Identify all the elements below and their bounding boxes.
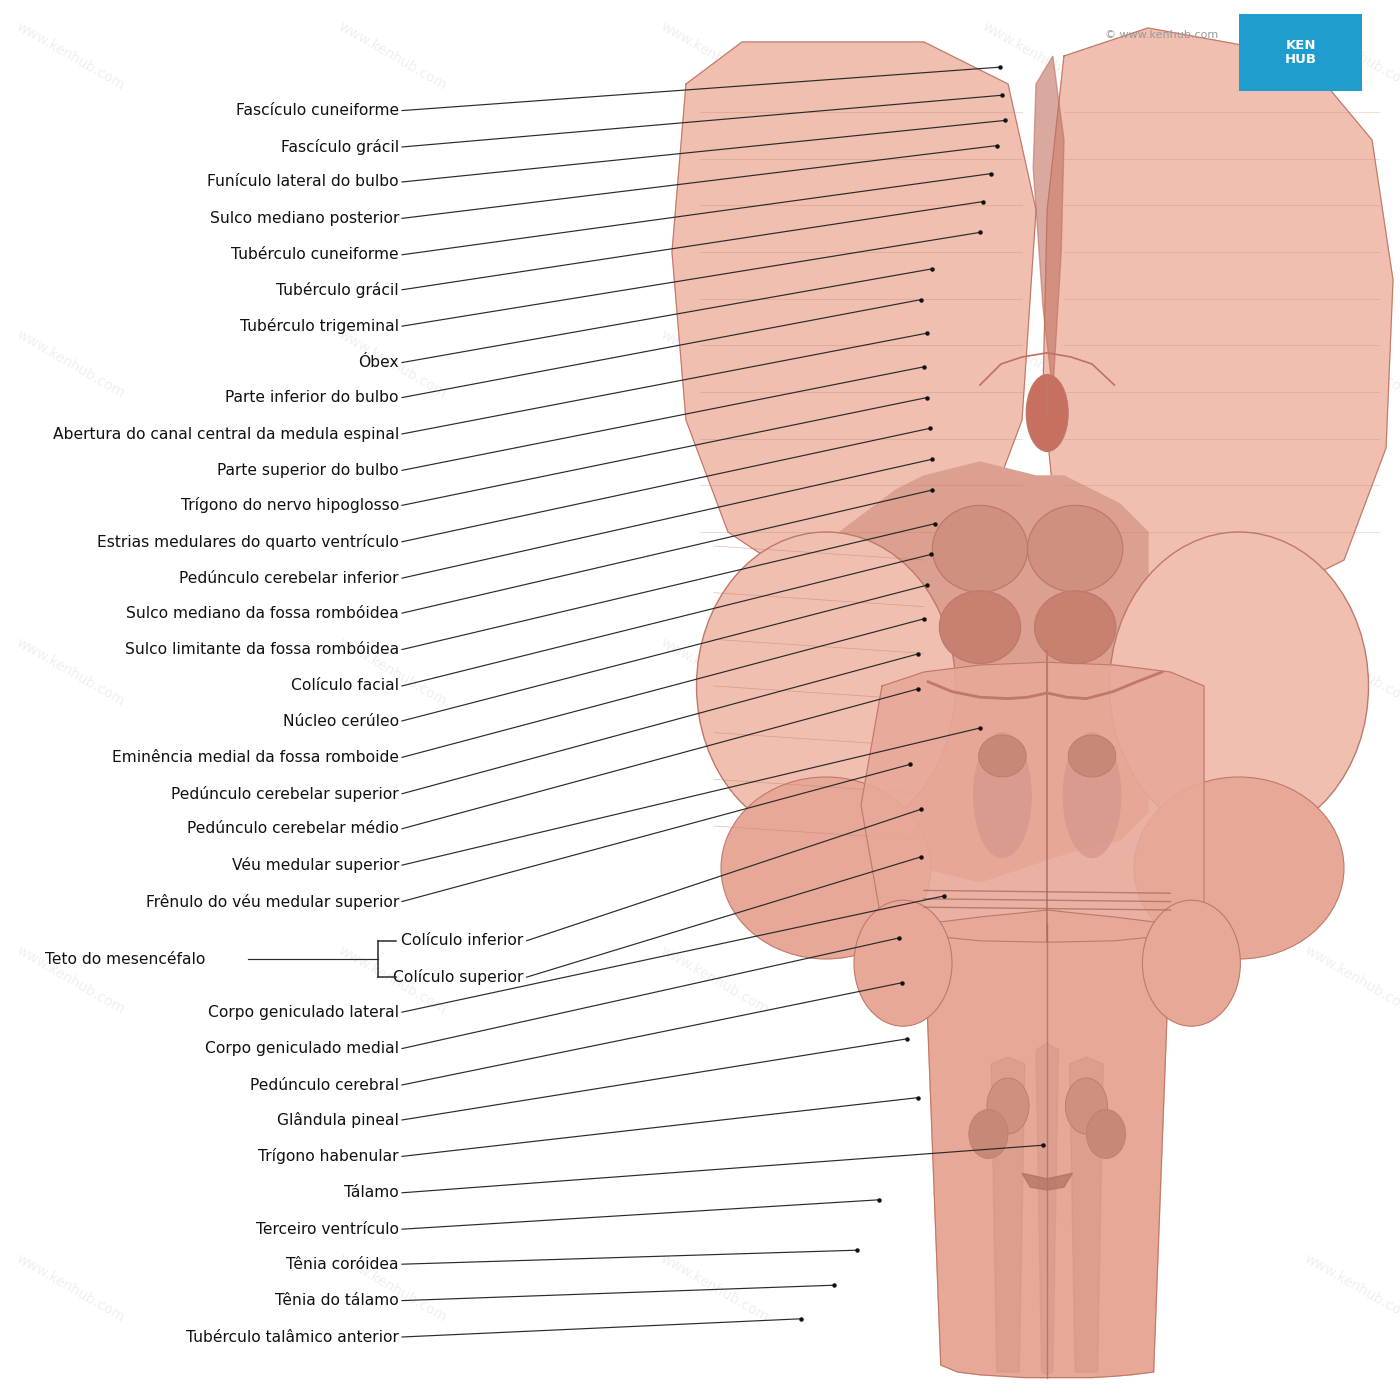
Text: © www.kenhub.com: © www.kenhub.com (1105, 29, 1218, 41)
Text: www.kenhub.com: www.kenhub.com (336, 944, 448, 1016)
Text: Óbex: Óbex (358, 356, 399, 370)
Text: www.kenhub.com: www.kenhub.com (980, 328, 1092, 400)
Ellipse shape (987, 1078, 1029, 1134)
Text: Colículo inferior: Colículo inferior (402, 934, 524, 948)
Text: www.kenhub.com: www.kenhub.com (980, 1252, 1092, 1324)
Text: Sulco limitante da fossa rombóidea: Sulco limitante da fossa rombóidea (125, 643, 399, 657)
Text: www.kenhub.com: www.kenhub.com (336, 1252, 448, 1324)
Text: www.kenhub.com: www.kenhub.com (1302, 944, 1400, 1016)
Text: www.kenhub.com: www.kenhub.com (658, 944, 770, 1016)
Ellipse shape (1065, 1078, 1107, 1134)
Text: www.kenhub.com: www.kenhub.com (1302, 328, 1400, 400)
Text: www.kenhub.com: www.kenhub.com (1302, 636, 1400, 708)
Text: Teto do mesencéfalo: Teto do mesencéfalo (45, 952, 206, 966)
Text: Parte superior do bulbo: Parte superior do bulbo (217, 463, 399, 477)
Text: Colículo superior: Colículo superior (393, 969, 524, 986)
Text: www.kenhub.com: www.kenhub.com (1302, 1252, 1400, 1324)
Text: Corpo geniculado lateral: Corpo geniculado lateral (209, 1005, 399, 1019)
Text: Tubérculo trigeminal: Tubérculo trigeminal (239, 318, 399, 335)
Text: www.kenhub.com: www.kenhub.com (14, 636, 126, 708)
Text: Tubérculo grácil: Tubérculo grácil (276, 281, 399, 298)
Text: www.kenhub.com: www.kenhub.com (980, 944, 1092, 1016)
Polygon shape (672, 42, 1036, 588)
Text: www.kenhub.com: www.kenhub.com (658, 328, 770, 400)
Polygon shape (1070, 1057, 1103, 1372)
Text: Eminência medial da fossa romboide: Eminência medial da fossa romboide (112, 750, 399, 764)
Ellipse shape (1063, 732, 1121, 858)
Text: Funículo lateral do bulbo: Funículo lateral do bulbo (207, 175, 399, 189)
Text: Frênulo do véu medular superior: Frênulo do véu medular superior (146, 893, 399, 910)
Text: Sulco mediano da fossa rombóidea: Sulco mediano da fossa rombóidea (126, 606, 399, 620)
Ellipse shape (969, 1109, 1008, 1159)
Text: www.kenhub.com: www.kenhub.com (1302, 20, 1400, 92)
Ellipse shape (1142, 900, 1240, 1026)
Text: KEN
HUB: KEN HUB (1285, 39, 1316, 66)
Text: www.kenhub.com: www.kenhub.com (658, 1252, 770, 1324)
Polygon shape (1036, 1043, 1058, 1375)
Polygon shape (991, 1057, 1025, 1372)
Text: Pedúnculo cerebelar superior: Pedúnculo cerebelar superior (171, 785, 399, 802)
Polygon shape (861, 662, 1204, 942)
Text: Fascículo grácil: Fascículo grácil (281, 139, 399, 155)
Text: Pedúnculo cerebelar médio: Pedúnculo cerebelar médio (188, 822, 399, 836)
Ellipse shape (973, 732, 1032, 858)
FancyBboxPatch shape (1239, 14, 1362, 91)
Text: www.kenhub.com: www.kenhub.com (336, 636, 448, 708)
Text: Tubérculo cuneiforme: Tubérculo cuneiforme (231, 248, 399, 262)
Text: Trígono habenular: Trígono habenular (259, 1148, 399, 1165)
Text: Fascículo cuneiforme: Fascículo cuneiforme (235, 104, 399, 118)
Ellipse shape (1134, 777, 1344, 959)
Text: www.kenhub.com: www.kenhub.com (14, 1252, 126, 1324)
Text: Núcleo cerúleo: Núcleo cerúleo (283, 714, 399, 728)
Text: Corpo geniculado medial: Corpo geniculado medial (204, 1042, 399, 1056)
Text: Sulco mediano posterior: Sulco mediano posterior (210, 211, 399, 225)
Text: Estrias medulares do quarto ventrículo: Estrias medulares do quarto ventrículo (97, 533, 399, 550)
Polygon shape (1033, 56, 1064, 392)
Text: www.kenhub.com: www.kenhub.com (658, 20, 770, 92)
Polygon shape (924, 910, 1170, 1378)
Text: www.kenhub.com: www.kenhub.com (14, 20, 126, 92)
Text: Parte inferior do bulbo: Parte inferior do bulbo (225, 391, 399, 405)
Polygon shape (812, 462, 1148, 882)
Ellipse shape (979, 735, 1026, 777)
Text: Pedúnculo cerebral: Pedúnculo cerebral (251, 1078, 399, 1092)
Text: www.kenhub.com: www.kenhub.com (14, 328, 126, 400)
Text: Tênia do tálamo: Tênia do tálamo (276, 1294, 399, 1308)
Text: www.kenhub.com: www.kenhub.com (980, 636, 1092, 708)
Text: Glândula pineal: Glândula pineal (277, 1112, 399, 1128)
Ellipse shape (854, 900, 952, 1026)
Ellipse shape (1026, 374, 1068, 451)
Ellipse shape (721, 777, 931, 959)
Ellipse shape (1028, 505, 1123, 592)
Text: Pedúnculo cerebelar inferior: Pedúnculo cerebelar inferior (179, 571, 399, 585)
Text: Véu medular superior: Véu medular superior (231, 857, 399, 874)
Polygon shape (1022, 1173, 1072, 1190)
Ellipse shape (697, 532, 955, 840)
Text: Abertura do canal central da medula espinal: Abertura do canal central da medula espi… (53, 427, 399, 441)
Ellipse shape (1109, 532, 1369, 840)
Ellipse shape (1086, 1109, 1126, 1159)
Text: Tênia coróidea: Tênia coróidea (287, 1257, 399, 1271)
Text: www.kenhub.com: www.kenhub.com (658, 636, 770, 708)
Text: www.kenhub.com: www.kenhub.com (14, 944, 126, 1016)
Text: Tubérculo talâmico anterior: Tubérculo talâmico anterior (186, 1330, 399, 1344)
Text: Colículo facial: Colículo facial (291, 679, 399, 693)
Ellipse shape (932, 505, 1028, 592)
Ellipse shape (1068, 735, 1116, 777)
Text: Tálamo: Tálamo (344, 1186, 399, 1200)
Text: www.kenhub.com: www.kenhub.com (336, 20, 448, 92)
Text: www.kenhub.com: www.kenhub.com (980, 20, 1092, 92)
Ellipse shape (939, 591, 1021, 664)
Text: www.kenhub.com: www.kenhub.com (336, 328, 448, 400)
Ellipse shape (1035, 591, 1116, 664)
Polygon shape (1043, 28, 1393, 616)
Text: Terceiro ventrículo: Terceiro ventrículo (256, 1222, 399, 1236)
Text: Trígono do nervo hipoglosso: Trígono do nervo hipoglosso (181, 497, 399, 514)
